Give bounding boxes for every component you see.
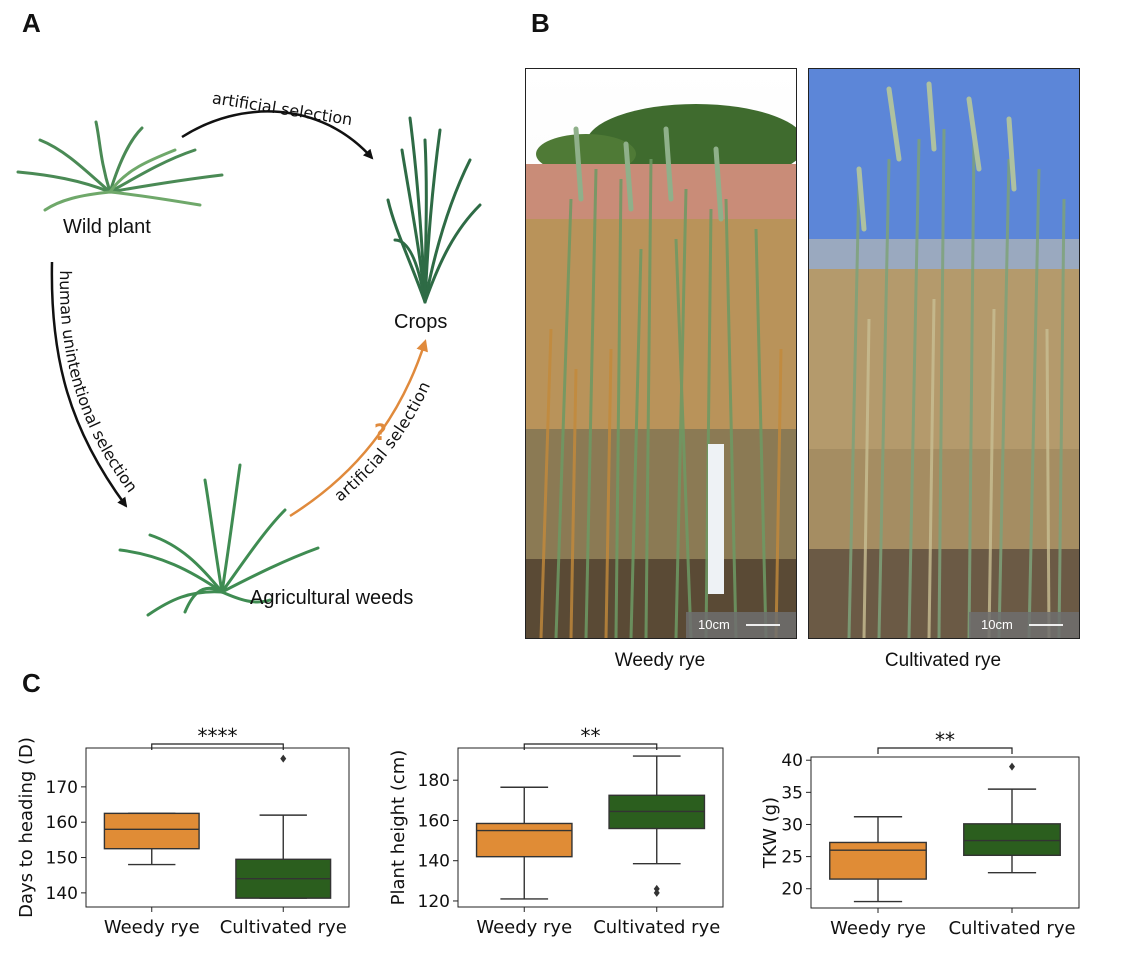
wild-plant-icon bbox=[16, 120, 224, 212]
box-cultivated bbox=[608, 755, 706, 897]
panel-label-a: A bbox=[22, 8, 41, 38]
iqr-box bbox=[829, 841, 927, 880]
outlier-point bbox=[653, 888, 660, 897]
significance-stars: ** bbox=[581, 724, 601, 748]
y-tick-label: 170 bbox=[46, 778, 78, 798]
outlier-point bbox=[280, 754, 287, 763]
y-axis-label: Plant height (cm) bbox=[388, 750, 409, 906]
arrow-weeds-to-crops bbox=[289, 339, 428, 518]
weedy-rye-photo: 10cm bbox=[525, 68, 797, 639]
box-weedy bbox=[103, 812, 200, 866]
box-weedy bbox=[829, 816, 927, 903]
outlier-point bbox=[1009, 762, 1015, 771]
crops-icon bbox=[386, 116, 482, 304]
y-tick-label: 140 bbox=[418, 852, 450, 872]
x-tick-label: Weedy rye bbox=[476, 917, 572, 938]
arrow-top-label: artificial selection bbox=[211, 88, 354, 129]
domestication-diagram: artificial selection human unintentional… bbox=[16, 88, 482, 617]
days-to-heading-chart: 140 150 160 170 Days to heading (D) Weedy rye… bbox=[16, 724, 350, 938]
box-cultivated bbox=[963, 762, 1061, 874]
box-weedy bbox=[475, 786, 573, 900]
y-tick-label: 35 bbox=[781, 783, 803, 803]
significance-bracket bbox=[523, 743, 658, 750]
significance-bracket bbox=[151, 743, 284, 750]
y-tick-label: 180 bbox=[418, 771, 450, 791]
agricultural-weeds-label: Agricultural weeds bbox=[250, 587, 414, 609]
iqr-box bbox=[475, 822, 573, 858]
arrow-wild-to-crops bbox=[181, 110, 374, 160]
x-tick-label: Weedy rye bbox=[830, 918, 926, 939]
agricultural-weeds-icon bbox=[118, 463, 320, 617]
plot-frame bbox=[457, 747, 724, 908]
x-tick-label: Cultivated rye bbox=[593, 917, 720, 938]
y-axis-label: Days to heading (D) bbox=[16, 737, 37, 918]
arrow-wild-to-weeds bbox=[50, 261, 128, 508]
significance-stars: ** bbox=[935, 728, 955, 752]
y-axis-label: TKW (g) bbox=[760, 797, 781, 869]
iqr-box bbox=[963, 823, 1061, 857]
question-mark: ? bbox=[374, 421, 387, 446]
y-tick-label: 140 bbox=[46, 884, 78, 904]
y-tick-label: 150 bbox=[46, 849, 78, 869]
plot-frame bbox=[85, 747, 350, 908]
scale-bar-weedy: 10cm bbox=[686, 612, 796, 638]
outlier-point bbox=[653, 884, 660, 893]
crops-label: Crops bbox=[394, 311, 448, 333]
weedy-rye-caption: Weedy rye bbox=[614, 650, 706, 671]
x-tick-label: Cultivated rye bbox=[220, 917, 347, 938]
cultivated-rye-caption: Cultivated rye bbox=[884, 650, 1002, 671]
cultivated-rye-photo: 10cm bbox=[808, 68, 1080, 639]
y-tick-label: 120 bbox=[418, 892, 450, 912]
y-tick-label: 30 bbox=[781, 815, 803, 835]
box-cultivated bbox=[235, 754, 332, 899]
y-tick-label: 160 bbox=[46, 813, 78, 833]
scale-bar-cultivated: 10cm bbox=[969, 612, 1079, 638]
panel-label-c: C bbox=[22, 668, 41, 698]
y-tick-label: 160 bbox=[418, 811, 450, 831]
x-tick-label: Weedy rye bbox=[104, 917, 200, 938]
significance-stars: **** bbox=[198, 724, 238, 748]
y-tick-label: 40 bbox=[781, 751, 803, 771]
panel-label-b: B bbox=[531, 8, 550, 38]
x-tick-label: Cultivated rye bbox=[948, 918, 1075, 939]
y-tick-label: 25 bbox=[781, 848, 803, 868]
wild-plant-label: Wild plant bbox=[63, 216, 151, 238]
y-tick-label: 20 bbox=[781, 880, 803, 900]
tkw-chart: 20 25 30 35 40 TKW (g) Weedy rye Cultivated rye… bbox=[760, 728, 1080, 939]
iqr-box bbox=[103, 812, 200, 850]
plot-frame bbox=[810, 756, 1080, 909]
plant-height-chart: 120 140 160 180 Plant height (cm) Weedy rye Cu… bbox=[388, 724, 724, 938]
significance-bracket bbox=[877, 747, 1013, 754]
